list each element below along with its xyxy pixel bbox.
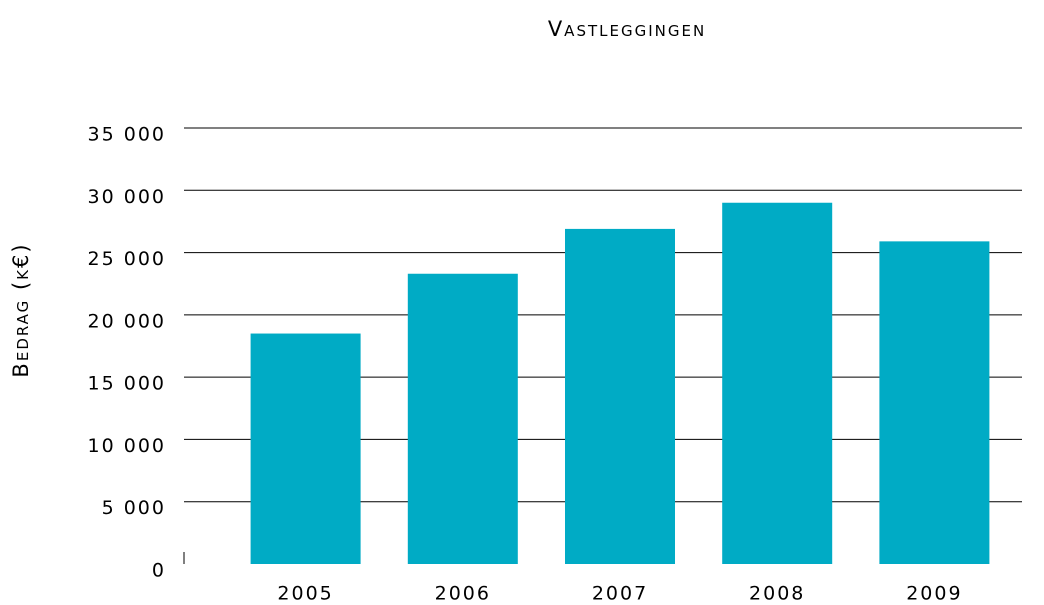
x-tick-label: 2006 [435, 583, 491, 605]
y-tick-label: 35 000 [88, 124, 166, 146]
bar [722, 202, 833, 564]
y-tick-label: 5 000 [102, 497, 166, 519]
bar [407, 273, 518, 564]
x-tick-label: 2008 [749, 583, 805, 605]
y-tick-label: 30 000 [88, 186, 166, 208]
x-tick-label: 2007 [592, 583, 648, 605]
y-axis-label: Bedrag (k€) [9, 242, 33, 377]
bar [250, 333, 361, 564]
bar [565, 228, 675, 564]
y-tick-label: 15 000 [88, 373, 166, 395]
bar [879, 241, 990, 565]
x-tick-label: 2005 [277, 583, 333, 605]
chart-title: Vastleggingen [548, 17, 706, 41]
x-tick-label: 2009 [906, 583, 962, 605]
y-tick-label: 0 [152, 560, 166, 582]
y-tick-label: 20 000 [88, 310, 166, 332]
y-tick-label: 10 000 [88, 435, 166, 457]
y-tick-label: 25 000 [88, 248, 166, 270]
